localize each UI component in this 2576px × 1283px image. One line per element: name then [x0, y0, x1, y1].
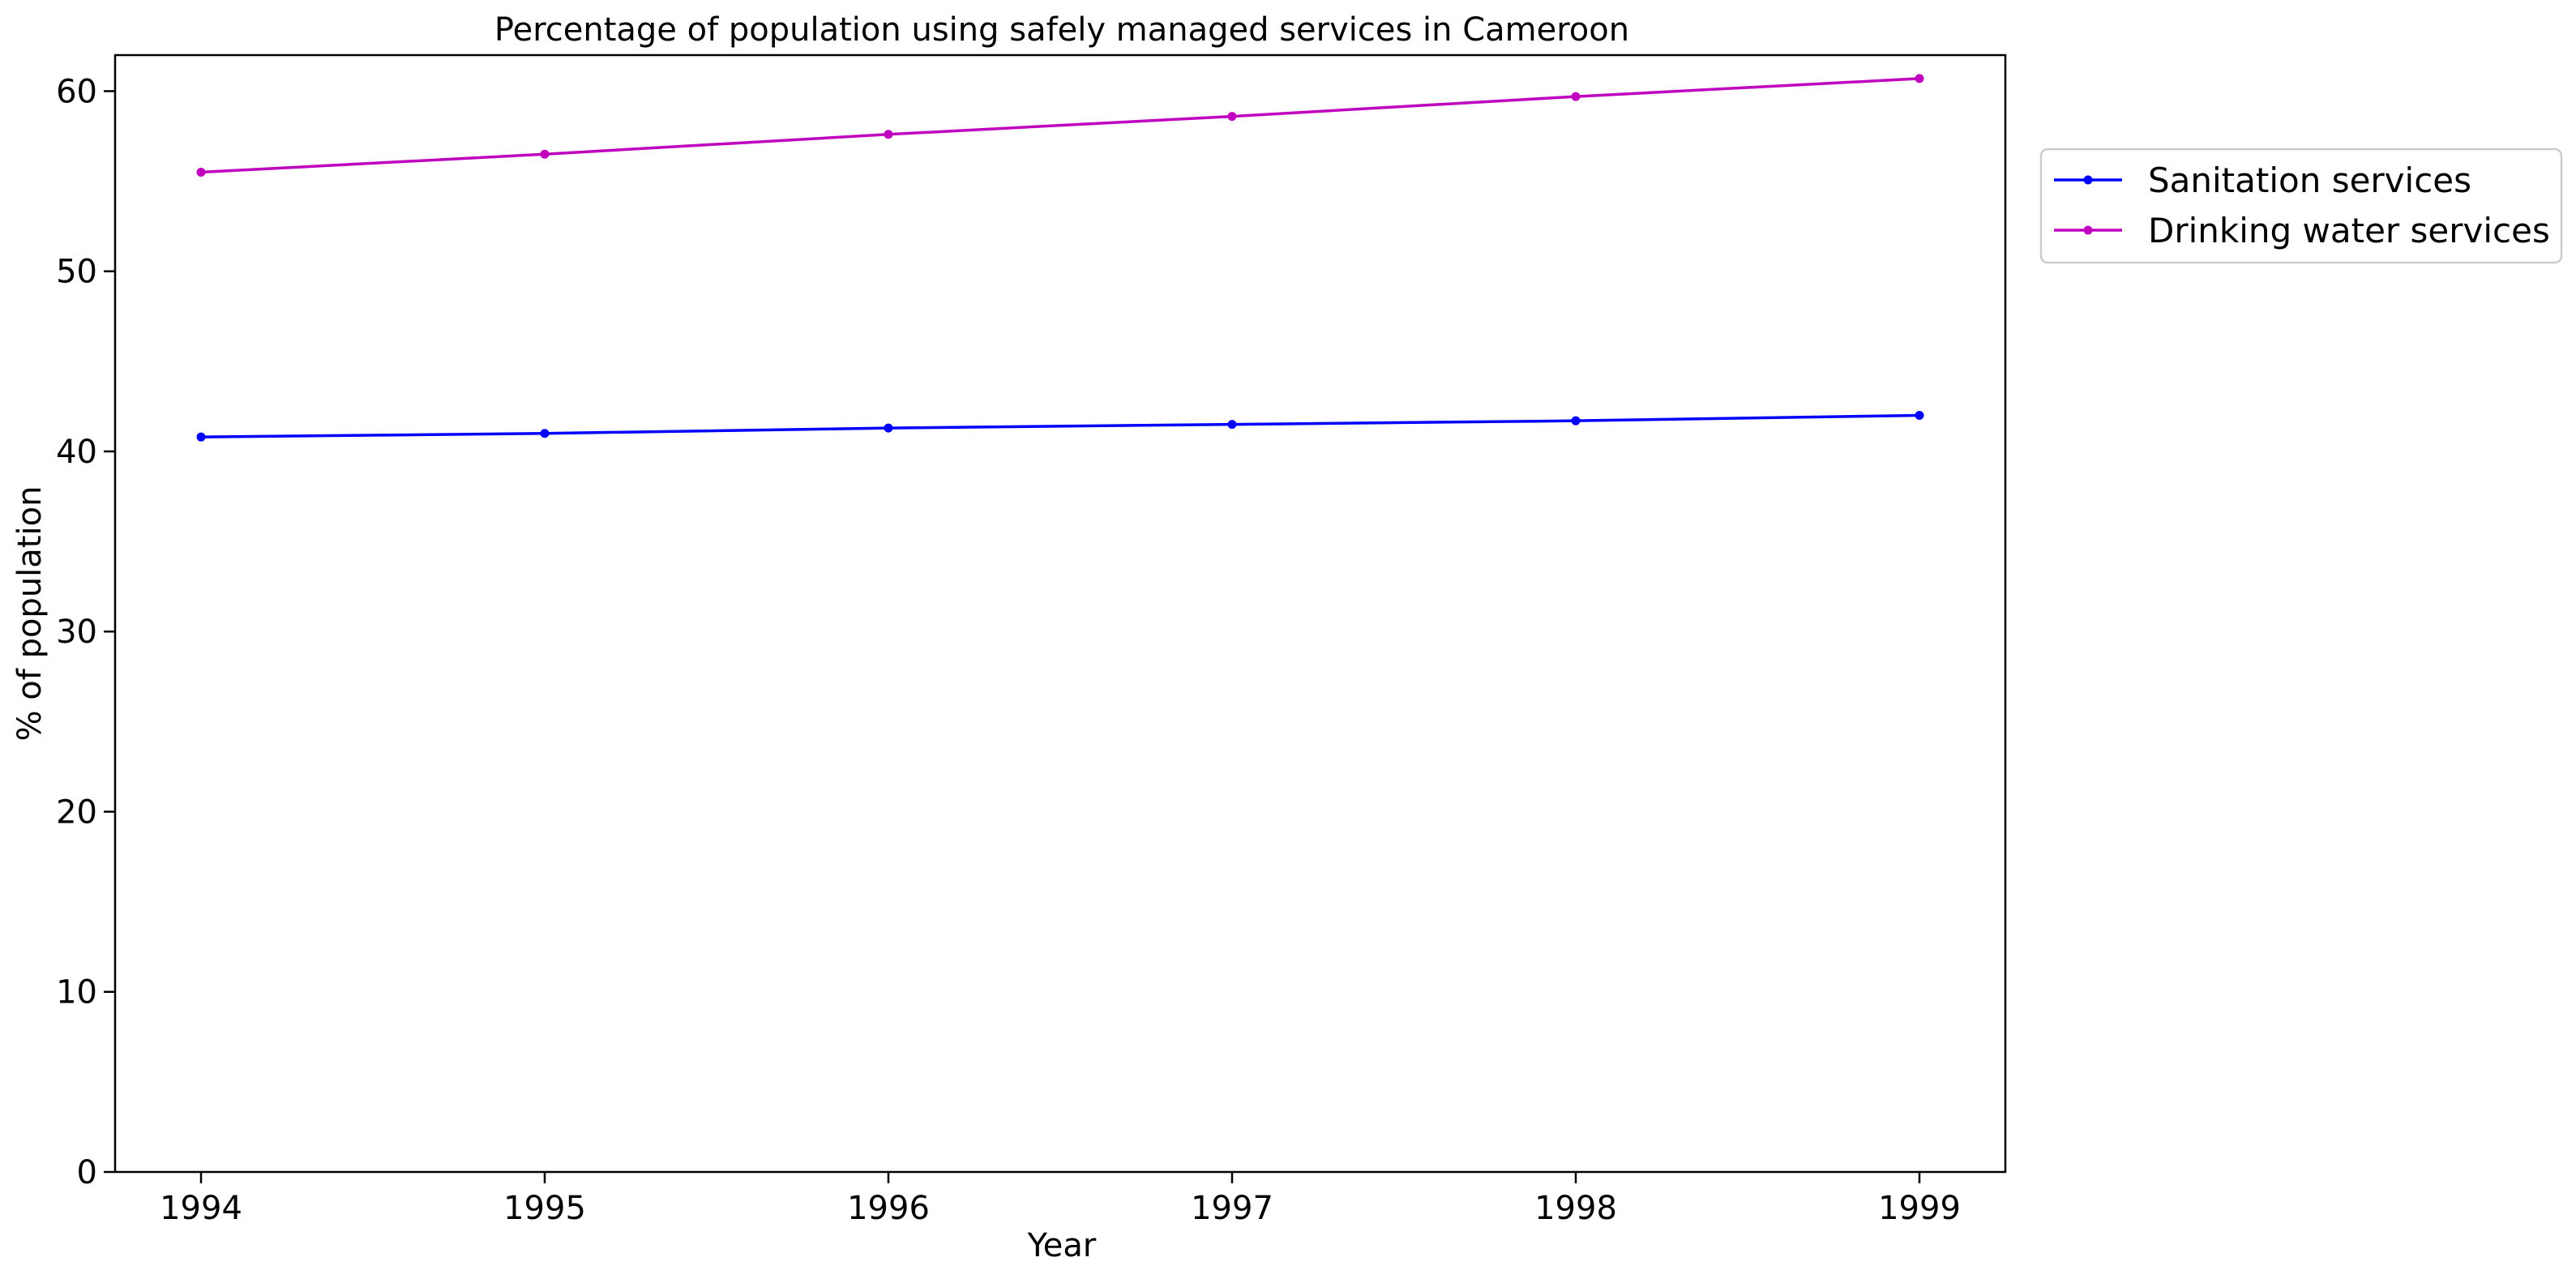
y-tick-label: 20: [56, 793, 97, 831]
legend-swatch-marker: [2083, 175, 2093, 185]
data-point: [540, 149, 550, 159]
data-point: [884, 423, 893, 433]
x-tick-label: 1998: [1534, 1190, 1617, 1227]
data-point: [884, 130, 893, 139]
y-tick-label: 50: [56, 254, 97, 291]
y-tick-label: 30: [56, 614, 97, 651]
x-tick-label: 1999: [1878, 1190, 1961, 1227]
x-tick-label: 1996: [847, 1190, 930, 1227]
legend-frame: [2039, 148, 2563, 264]
data-point: [1915, 411, 1924, 421]
data-point: [540, 429, 550, 438]
x-tick-label: 1997: [1191, 1190, 1273, 1227]
legend-swatch-marker: [2083, 225, 2093, 235]
x-tick-label: 1994: [160, 1190, 242, 1227]
x-tick-label: 1995: [503, 1190, 586, 1227]
y-tick-label: 60: [56, 73, 97, 110]
plot-area: 1994 1995 1996 1997 1998 1999 0 10 20 30 40 50 60: [56, 53, 2007, 1227]
y-tick-label: 0: [77, 1154, 97, 1191]
legend-label: Drinking water services: [2148, 211, 2550, 250]
data-point: [1571, 92, 1581, 101]
series-line-0: [200, 413, 1920, 438]
data-point: [1571, 416, 1581, 426]
y-tick-label: 40: [56, 434, 97, 471]
y-tick-label: 10: [56, 974, 97, 1011]
legend-label: Sanitation services: [2148, 160, 2471, 200]
y-axis-label: % of population: [11, 486, 49, 742]
data-point: [1227, 112, 1237, 122]
plot-frame: [113, 53, 2007, 1174]
data-point: [196, 167, 206, 177]
legend: Sanitation services Drinking water servic…: [2039, 148, 2563, 264]
data-point: [196, 432, 206, 442]
data-point: [1915, 74, 1924, 83]
x-axis-label: Year: [1027, 1227, 1097, 1264]
series-line-1: [200, 77, 1920, 174]
data-point: [1227, 420, 1237, 430]
chart-title: Percentage of population using safely ma…: [494, 11, 1629, 49]
